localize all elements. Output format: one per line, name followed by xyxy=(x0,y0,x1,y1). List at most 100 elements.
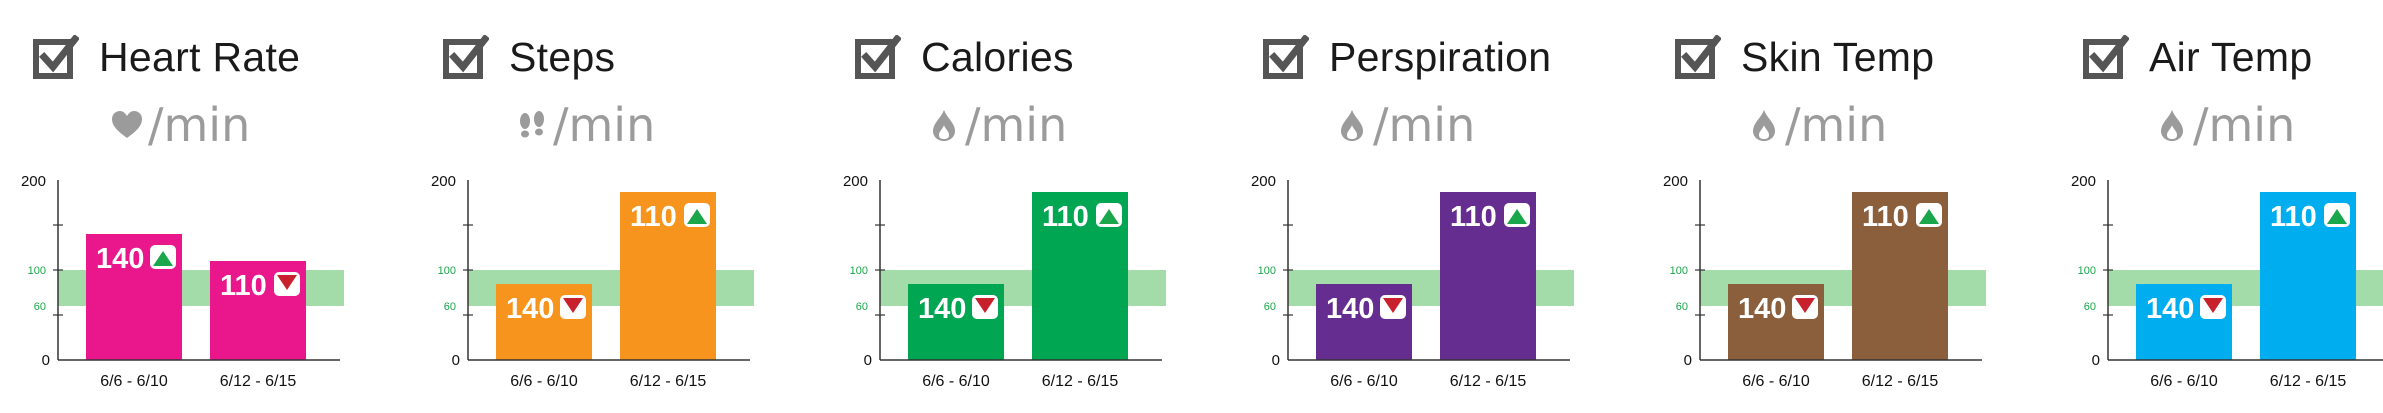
bar-value-label: 110 xyxy=(1862,201,1909,233)
band-tick-label: 60 xyxy=(444,301,456,313)
bar-chart: 140 6/6 - 6/10 110 6/12 - 6/15 200 0 100 60 xyxy=(21,173,344,390)
bar-chart: 140 6/6 - 6/10 110 6/12 - 6/15 200 0 100 60 xyxy=(1663,173,1986,390)
checkbox-checked-icon[interactable] xyxy=(443,34,489,81)
checkbox-checked-icon[interactable] xyxy=(2083,34,2129,81)
y-tick-label: 0 xyxy=(42,352,50,369)
unit-text: /min xyxy=(1785,98,1888,152)
x-tick-label: 6/6 - 6/10 xyxy=(2150,373,2218,390)
y-tick-label: 0 xyxy=(452,352,460,369)
trend-up-icon xyxy=(1504,203,1530,227)
heart-icon xyxy=(112,111,142,138)
metric-header[interactable]: Perspiration xyxy=(1263,34,1551,81)
drop-icon xyxy=(2161,110,2183,141)
metric-panel: Air Temp/min 140 6/6 - 6/10 110 6/12 - 6/15 2… xyxy=(2050,0,2383,413)
footprints-icon xyxy=(520,111,544,138)
y-tick-label: 0 xyxy=(864,352,872,369)
x-tick-label: 6/12 - 6/15 xyxy=(2270,373,2347,390)
bar-chart: 140 6/6 - 6/10 110 6/12 - 6/15 200 0 100 60 xyxy=(843,173,1166,390)
y-tick-label: 0 xyxy=(1684,352,1692,369)
bar-chart: 140 6/6 - 6/10 110 6/12 - 6/15 200 0 100 60 xyxy=(2071,173,2383,390)
bar-chart: 140 6/6 - 6/10 110 6/12 - 6/15 200 0 100 60 xyxy=(431,173,754,390)
unit-text: /min xyxy=(2193,98,2296,152)
x-tick-label: 6/12 - 6/15 xyxy=(220,373,297,390)
y-tick-label: 200 xyxy=(21,173,46,190)
trend-down-icon xyxy=(1792,295,1818,319)
unit-text: /min xyxy=(1373,98,1476,152)
unit-text: /min xyxy=(148,98,251,152)
y-tick-label: 200 xyxy=(431,173,456,190)
metric-panel: Skin Temp/min 140 6/6 - 6/10 110 6/12 - 6/15… xyxy=(1642,0,2042,413)
band-tick-label: 60 xyxy=(34,301,46,313)
metric-header[interactable]: Steps xyxy=(443,34,615,81)
band-tick-label: 100 xyxy=(2078,265,2096,277)
metric-panel: Perspiration/min 140 6/6 - 6/10 110 6/12 - 6… xyxy=(1230,0,1630,413)
trend-up-icon xyxy=(2324,203,2350,227)
band-tick-label: 60 xyxy=(1676,301,1688,313)
unit-label: /min xyxy=(927,98,1067,152)
drop-icon xyxy=(1341,110,1363,141)
metric-title: Steps xyxy=(509,34,616,80)
metric-header[interactable]: Air Temp xyxy=(2083,34,2312,81)
y-tick-label: 0 xyxy=(1272,352,1280,369)
x-tick-label: 6/6 - 6/10 xyxy=(1330,373,1398,390)
metric-panel: Steps/min 140 6/6 - 6/10 110 6/12 - 6/15 200 0… xyxy=(410,0,810,413)
bar-value-label: 110 xyxy=(1042,201,1089,233)
trend-down-icon xyxy=(1380,295,1406,319)
unit-text: /min xyxy=(965,98,1068,152)
trend-down-icon xyxy=(274,272,300,296)
bar-value-label: 140 xyxy=(918,293,966,325)
metric-title: Skin Temp xyxy=(1741,34,1935,80)
x-tick-label: 6/6 - 6/10 xyxy=(1742,373,1810,390)
unit-label: /min xyxy=(1747,98,1887,152)
trend-up-icon xyxy=(1096,203,1122,227)
unit-label: /min xyxy=(515,98,655,152)
metric-header[interactable]: Skin Temp xyxy=(1675,34,1934,81)
bar-value-label: 140 xyxy=(96,243,144,275)
x-tick-label: 6/12 - 6/15 xyxy=(1862,373,1939,390)
bar-value-label: 110 xyxy=(220,270,267,302)
metric-panel: Calories/min 140 6/6 - 6/10 110 6/12 - 6/15 2… xyxy=(822,0,1222,413)
band-tick-label: 60 xyxy=(1264,301,1276,313)
trend-up-icon xyxy=(1916,203,1942,227)
x-tick-label: 6/12 - 6/15 xyxy=(630,373,707,390)
x-tick-label: 6/12 - 6/15 xyxy=(1042,373,1119,390)
checkbox-checked-icon[interactable] xyxy=(855,34,901,81)
bar-value-label: 110 xyxy=(630,201,677,233)
unit-label: /min xyxy=(1335,98,1475,152)
drop-icon xyxy=(1753,110,1775,141)
x-tick-label: 6/6 - 6/10 xyxy=(510,373,578,390)
y-tick-label: 200 xyxy=(1663,173,1688,190)
bar-value-label: 110 xyxy=(1450,201,1497,233)
x-tick-label: 6/6 - 6/10 xyxy=(922,373,990,390)
metric-panel: Heart Rate/min 140 6/6 - 6/10 110 6/12 - 6/1… xyxy=(0,0,400,413)
band-tick-label: 60 xyxy=(856,301,868,313)
bar-value-label: 110 xyxy=(2270,201,2317,233)
bar-value-label: 140 xyxy=(506,293,554,325)
band-tick-label: 100 xyxy=(438,265,456,277)
band-tick-label: 60 xyxy=(2084,301,2096,313)
bar-value-label: 140 xyxy=(2146,293,2194,325)
flame-icon xyxy=(933,110,955,141)
y-tick-label: 200 xyxy=(2071,173,2096,190)
metric-title: Heart Rate xyxy=(99,34,301,80)
band-tick-label: 100 xyxy=(1670,265,1688,277)
unit-label: /min xyxy=(110,98,250,152)
bar-value-label: 140 xyxy=(1738,293,1786,325)
band-tick-label: 100 xyxy=(1258,265,1276,277)
checkbox-checked-icon[interactable] xyxy=(1263,34,1309,81)
unit-text: /min xyxy=(553,98,656,152)
trend-down-icon xyxy=(560,295,586,319)
x-tick-label: 6/6 - 6/10 xyxy=(100,373,168,390)
metric-title: Calories xyxy=(921,34,1074,80)
trend-up-icon xyxy=(684,203,710,227)
checkbox-checked-icon[interactable] xyxy=(33,34,79,81)
metric-header[interactable]: Heart Rate xyxy=(33,34,300,81)
metric-header[interactable]: Calories xyxy=(855,34,1074,81)
checkbox-checked-icon[interactable] xyxy=(1675,34,1721,81)
band-tick-label: 100 xyxy=(850,265,868,277)
metric-title: Air Temp xyxy=(2149,34,2313,80)
y-tick-label: 0 xyxy=(2092,352,2100,369)
unit-label: /min xyxy=(2155,98,2295,152)
y-tick-label: 200 xyxy=(1251,173,1276,190)
x-tick-label: 6/12 - 6/15 xyxy=(1450,373,1527,390)
